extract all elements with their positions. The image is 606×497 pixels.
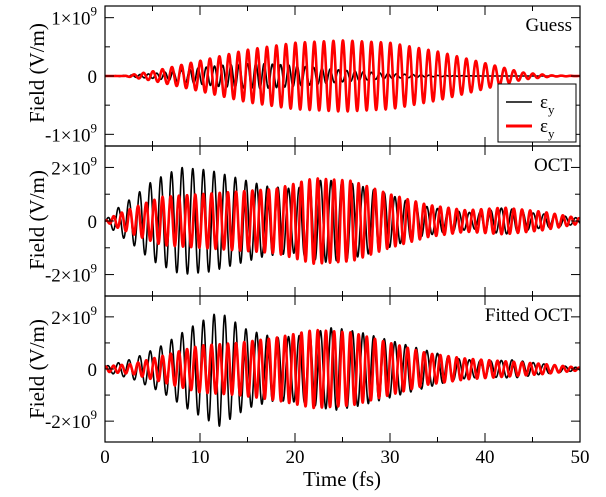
panel-2: 2×109 0 -2×109 OCT [45, 145, 581, 297]
y-tick-label: -1×109 [45, 120, 97, 146]
y-tick-label: 1×109 [51, 4, 97, 30]
panel-title: Guess [526, 15, 572, 36]
x-tick-label: 10 [191, 447, 210, 468]
y-tick-label: 2×109 [51, 303, 97, 329]
y-axis-label-panel-2: Field (V/m) [25, 170, 49, 270]
legend-label: εy [540, 116, 555, 141]
x-tick-label: 40 [476, 447, 495, 468]
y-tick-label: 0 [88, 360, 98, 381]
series-line-red [105, 39, 580, 113]
y-tick-label: 2×109 [51, 153, 97, 179]
x-tick-label: 30 [381, 447, 400, 468]
panel-3: 2×109 0 -2×109 Fitted OCT [45, 295, 581, 443]
panel-1: 1×109 0 -1×109 Guess [45, 4, 581, 147]
y-tick-label: 0 [88, 212, 98, 233]
y-axis-label-panel-3: Field (V/m) [25, 319, 49, 419]
series-line-red [105, 328, 580, 410]
panel-title: Fitted OCT [485, 305, 572, 326]
series-line-red [105, 177, 580, 265]
legend-label: εy [540, 92, 555, 117]
x-axis-label: Time (fs) [303, 467, 381, 491]
y-tick-label: 0 [88, 67, 98, 88]
y-tick-label: -2×109 [45, 261, 97, 287]
panels: 1×1090-1×109Guess2×1090-2×109OCT2×1090-2… [45, 4, 590, 468]
y-tick-label: -2×109 [45, 407, 97, 433]
x-tick-label: 50 [571, 447, 590, 468]
x-tick-label: 0 [100, 447, 110, 468]
panel-title: OCT [534, 155, 572, 176]
legend-box [497, 83, 577, 143]
y-axis-label-panel-1: Field (V/m) [25, 23, 49, 123]
x-tick-label: 20 [286, 447, 305, 468]
